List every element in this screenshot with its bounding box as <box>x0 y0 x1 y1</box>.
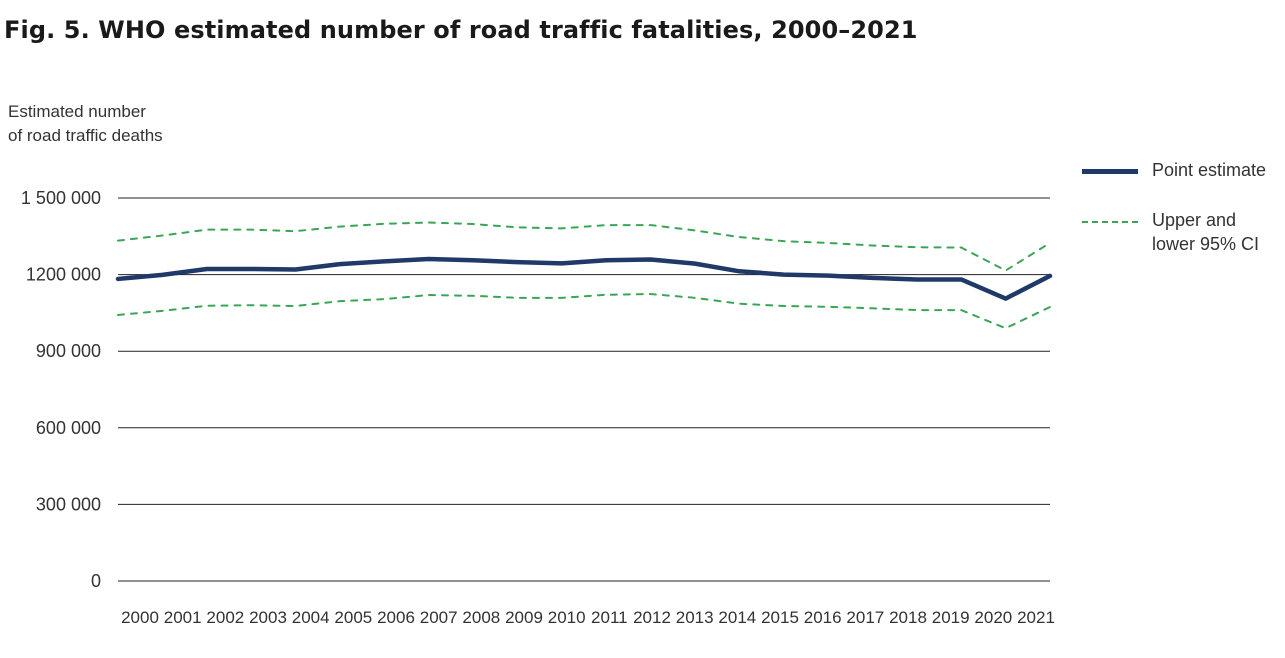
series-line-point-estimate <box>115 256 1053 301</box>
x-tick-label-2014: 2014 <box>718 608 756 627</box>
y-tick-label-1: 300 000 <box>36 494 101 514</box>
x-tick-label-2017: 2017 <box>846 608 884 627</box>
x-tick-label-2020: 2020 <box>974 608 1012 627</box>
y-tick-label-3: 900 000 <box>36 341 101 361</box>
x-tick-label-2010: 2010 <box>548 608 586 627</box>
legend-swatch-dashed <box>1082 221 1138 223</box>
x-tick-label-2002: 2002 <box>206 608 244 627</box>
x-tick-label-2011: 2011 <box>591 608 628 627</box>
y-tick-label-4: 1200 000 <box>26 265 101 285</box>
x-tick-label-2000: 2000 <box>121 608 159 627</box>
x-tick-label-2006: 2006 <box>377 608 415 627</box>
y-axis-label-line2: of road traffic deaths <box>8 126 163 145</box>
legend-swatch-solid <box>1082 169 1138 174</box>
x-tick-label-2007: 2007 <box>420 608 458 627</box>
legend-label-point-estimate: Point estimate <box>1152 160 1267 180</box>
x-tick-label-2021: 2021 <box>1017 608 1055 627</box>
series-line-upper-95-ci <box>117 221 1051 272</box>
y-tick-label-0: 0 <box>91 571 101 591</box>
y-axis-label: Estimated number of road traffic deaths <box>8 100 163 148</box>
x-tick-label-2008: 2008 <box>462 608 500 627</box>
y-axis-label-line1: Estimated number <box>8 102 146 121</box>
x-tick-label-2015: 2015 <box>761 608 799 627</box>
x-tick-label-2013: 2013 <box>676 608 714 627</box>
legend-label-ci-line1: Upper and <box>1152 210 1237 230</box>
x-tick-label-2003: 2003 <box>249 608 287 627</box>
x-tick-label-2018: 2018 <box>889 608 927 627</box>
legend-label-ci-line2: lower 95% CI <box>1152 234 1260 254</box>
x-tick-label-2012: 2012 <box>633 608 671 627</box>
x-tick-label-2009: 2009 <box>505 608 543 627</box>
y-tick-label-2: 600 000 <box>36 418 101 438</box>
series-line-lower-95-ci <box>117 293 1051 330</box>
x-tick-label-2019: 2019 <box>932 608 970 627</box>
x-tick-label-2016: 2016 <box>804 608 842 627</box>
chart-title: Fig. 5. WHO estimated number of road tra… <box>4 16 918 44</box>
x-tick-label-2001: 2001 <box>164 608 202 627</box>
y-tick-label-5: 1 500 000 <box>21 188 101 208</box>
x-tick-label-2005: 2005 <box>334 608 372 627</box>
x-tick-label-2004: 2004 <box>292 608 330 627</box>
